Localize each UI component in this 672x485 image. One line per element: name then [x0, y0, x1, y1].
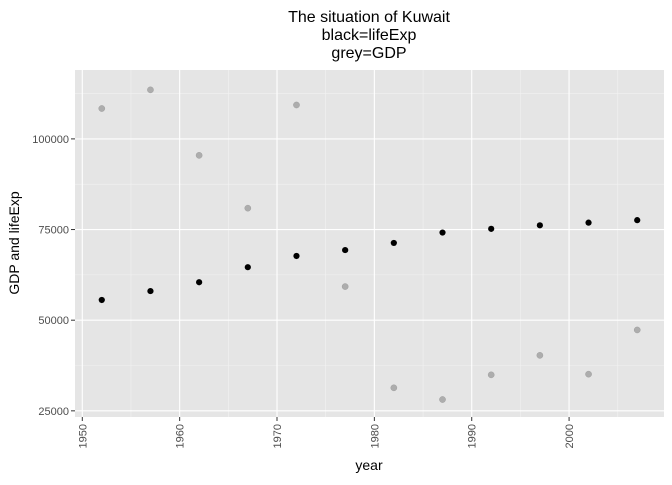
- gdp-point: [390, 384, 398, 392]
- x-axis-label: year: [355, 457, 383, 473]
- x-tick-label: 1950: [77, 424, 89, 448]
- x-tick-label: 1970: [272, 424, 284, 448]
- gdp-point: [341, 283, 349, 290]
- chart-subtitle-gdp: grey=GDP: [331, 45, 406, 62]
- y-tick-label: 100000: [32, 134, 69, 146]
- gdp-point: [487, 371, 495, 379]
- minor-gridlines: [75, 70, 664, 417]
- gdp-point: [293, 101, 300, 109]
- y-tick-label: 75000: [38, 225, 69, 237]
- lifeexp-point: [98, 296, 105, 304]
- y-axis-label: GDP and lifeExp: [6, 191, 22, 294]
- x-tick-label: 1990: [467, 424, 479, 448]
- gdp-point: [147, 86, 154, 94]
- gdp-point: [585, 370, 592, 378]
- lifeexp-point: [147, 287, 154, 295]
- chart-subtitle-lifeexp: black=lifeExp: [322, 27, 417, 44]
- gdp-point: [98, 105, 106, 112]
- lifeexp-point: [342, 246, 349, 254]
- gdp-point: [244, 204, 252, 212]
- gdp-point: [633, 326, 641, 334]
- lifeexp-point: [585, 219, 592, 226]
- y-axis: 25000 50000 75000 100000: [32, 134, 75, 418]
- chart-title: The situation of Kuwait: [288, 9, 450, 26]
- lifeexp-point: [196, 279, 203, 286]
- lifeexp-point: [293, 252, 300, 260]
- major-gridlines: [75, 70, 664, 417]
- y-tick-label: 50000: [38, 315, 69, 327]
- gdp-point: [536, 352, 544, 359]
- lifeexp-point: [390, 239, 397, 247]
- data-points: [98, 86, 641, 403]
- lifeexp-point: [439, 229, 446, 236]
- lifeexp-point: [634, 217, 641, 224]
- gdp-point: [439, 396, 446, 403]
- y-tick-label: 25000: [38, 406, 69, 418]
- x-tick-label: 2000: [564, 424, 576, 448]
- gdp-point: [195, 152, 203, 159]
- lifeexp-point: [488, 225, 495, 232]
- x-tick-label: 1960: [175, 424, 187, 448]
- x-tick-label: 1980: [369, 424, 381, 448]
- x-axis: 1950 1960 1970 1980 1990 2000: [77, 417, 576, 448]
- lifeexp-point: [244, 264, 251, 271]
- lifeexp-point: [536, 222, 543, 229]
- plot-panel: [75, 70, 664, 417]
